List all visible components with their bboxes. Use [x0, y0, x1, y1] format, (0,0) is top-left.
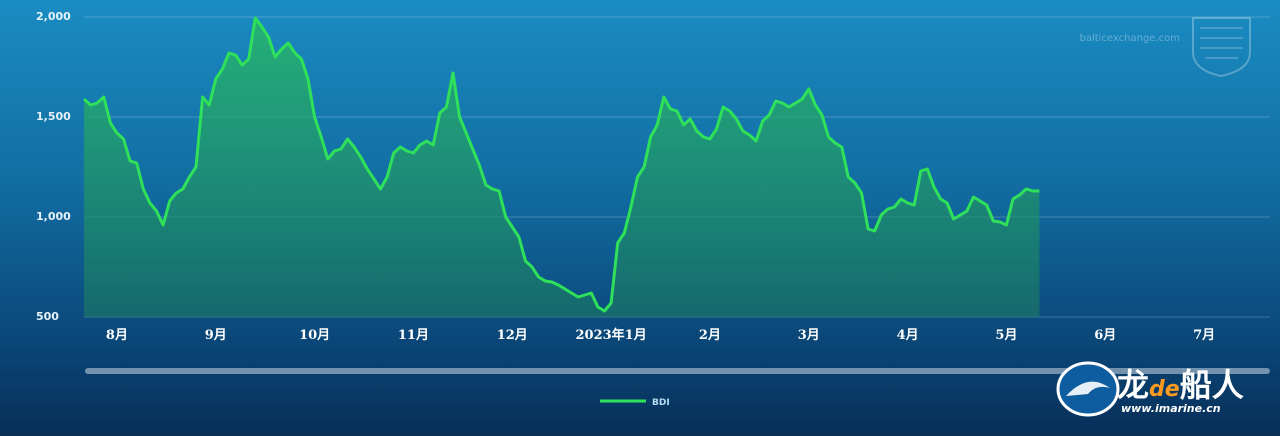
baltic-exchange-watermark: balticexchange.com: [1079, 17, 1251, 78]
x-axis-ticks: 8月 9月 10月 11月 12月 2023年1月 2月 3月 4月 5月 6月 7月: [106, 327, 1215, 343]
legend[interactable]: BDI: [600, 398, 670, 408]
y-tick-label: 500: [36, 310, 59, 323]
navigator: [85, 368, 1270, 374]
y-tick-label: 1,500: [36, 110, 71, 123]
x-tick-label: 7月: [1193, 328, 1215, 343]
y-tick-label: 2,000: [36, 10, 71, 23]
navigator-scrollbar[interactable]: [85, 368, 1270, 374]
watermark-text: balticexchange.com: [1079, 33, 1180, 44]
x-tick-label: 5月: [995, 328, 1017, 343]
x-tick-label: 6月: [1094, 328, 1116, 343]
x-tick-label: 2月: [699, 328, 721, 343]
bdi-area: [84, 18, 1040, 317]
x-tick-label: 9月: [205, 328, 227, 343]
x-tick-label: 8月: [106, 328, 128, 343]
x-tick-label: 12月: [497, 328, 528, 343]
y-tick-label: 1,000: [36, 210, 71, 223]
x-tick-label: 3月: [798, 328, 820, 343]
x-tick-label: 4月: [897, 328, 919, 343]
legend-label-bdi: BDI: [652, 398, 670, 408]
x-tick-label: 11月: [398, 328, 429, 343]
y-axis-ticks: 2,000 1,500 1,000 500: [36, 10, 71, 323]
imarine-logo: 龙de船人 www.imarine.cn: [1056, 361, 1244, 417]
brand-url: www.imarine.cn: [1121, 402, 1221, 415]
x-tick-label: 2023年1月: [575, 327, 646, 343]
x-tick-label: 10月: [299, 328, 330, 343]
shield-icon: [1192, 17, 1251, 78]
brand-title: 龙de船人: [1117, 366, 1244, 404]
bdi-line: [82, 16, 1040, 313]
